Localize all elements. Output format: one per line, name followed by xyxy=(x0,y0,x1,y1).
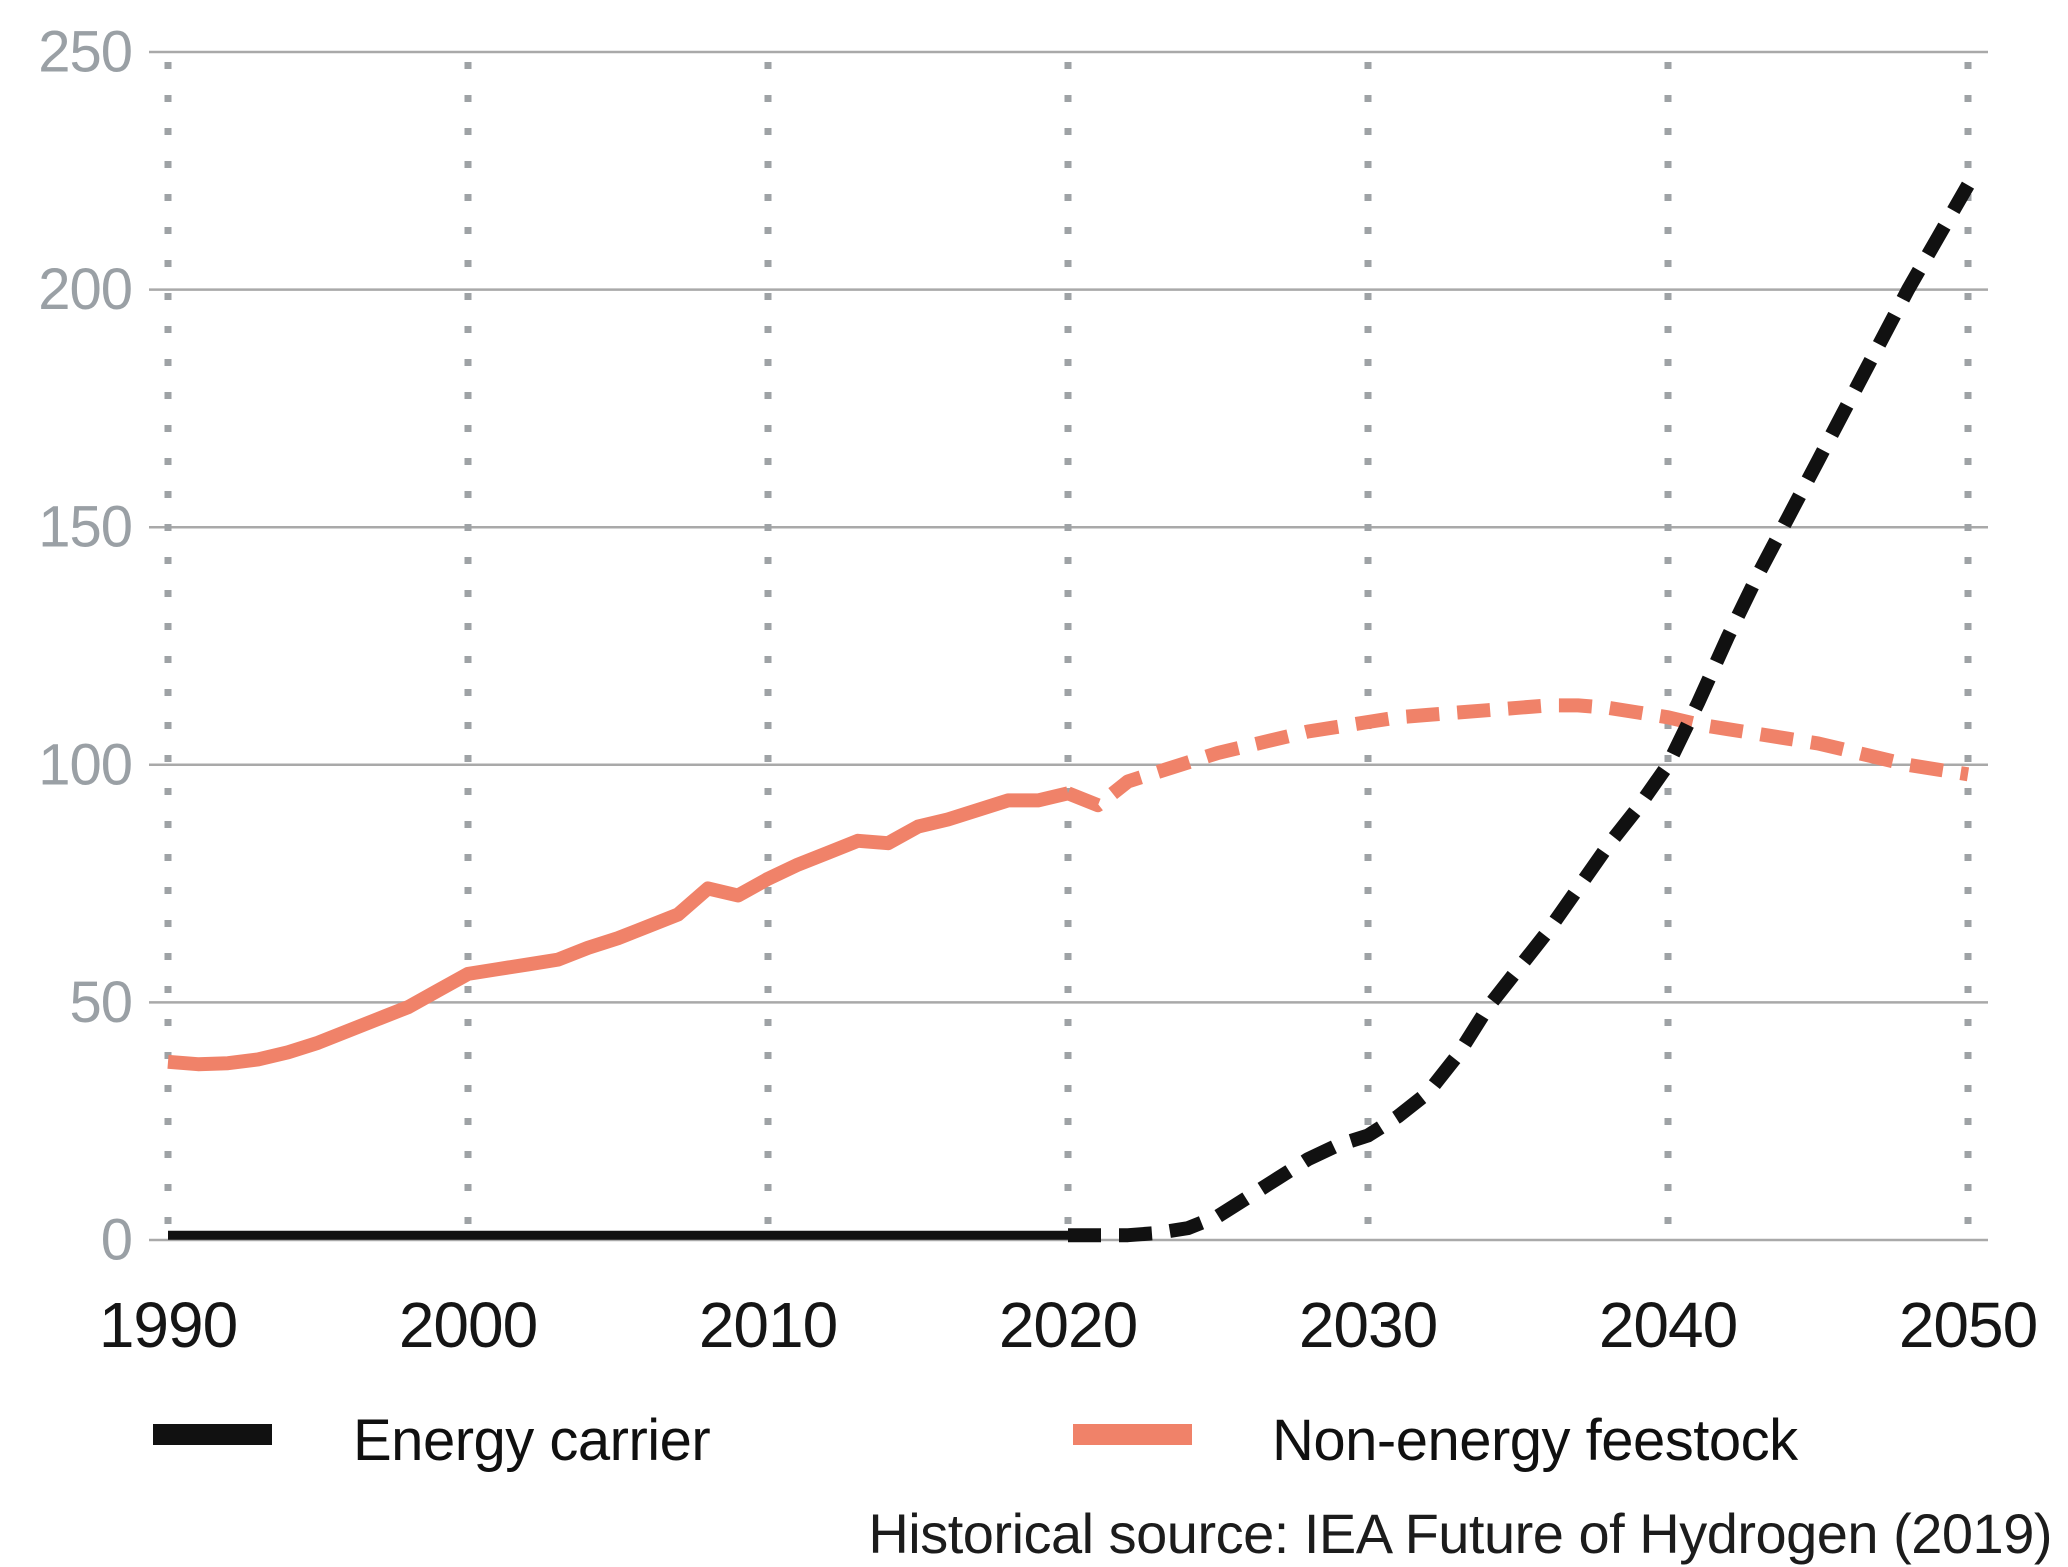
x-tick-label-2050: 2050 xyxy=(1899,1289,2037,1361)
data-series xyxy=(167,181,1975,1243)
series-energy-carrier-projection xyxy=(1068,181,1975,1243)
x-axis-tick-labels: 1990 2000 2010 2020 2030 2040 2050 xyxy=(99,1289,2038,1361)
y-tick-label-50: 50 xyxy=(69,970,132,1035)
y-axis-tick-labels: 0 50 100 150 200 250 xyxy=(38,20,133,1273)
x-tick-label-2010: 2010 xyxy=(699,1289,837,1361)
legend-swatch-non-energy-feestock xyxy=(1073,1424,1192,1445)
y-tick-label-250: 250 xyxy=(38,20,132,85)
horizontal-gridlines xyxy=(149,50,1988,1242)
x-tick-label-2030: 2030 xyxy=(1299,1289,1437,1361)
legend-swatch-energy-carrier xyxy=(153,1424,272,1445)
series-non-energy-feestock-historical xyxy=(167,786,1070,1072)
legend-label-non-energy-feestock: Non-energy feestock xyxy=(1272,1408,1799,1473)
x-tick-label-1990: 1990 xyxy=(99,1289,237,1361)
x-tick-label-2000: 2000 xyxy=(399,1289,537,1361)
x-tick-label-2020: 2020 xyxy=(999,1289,1137,1361)
x-tick-label-2040: 2040 xyxy=(1599,1289,1737,1361)
y-tick-label-100: 100 xyxy=(38,732,132,797)
legend-label-energy-carrier: Energy carrier xyxy=(353,1408,710,1473)
y-tick-label-200: 200 xyxy=(38,257,132,322)
y-tick-label-150: 150 xyxy=(38,495,132,560)
y-tick-label-0: 0 xyxy=(101,1208,132,1273)
vertical-gridlines xyxy=(164,62,1972,1250)
legend: Energy carrier Non-energy feestock xyxy=(153,1408,1800,1473)
source-caption: Historical source: IEA Future of Hydroge… xyxy=(868,1502,2052,1565)
series-non-energy-feestock-projection xyxy=(1065,698,1970,813)
